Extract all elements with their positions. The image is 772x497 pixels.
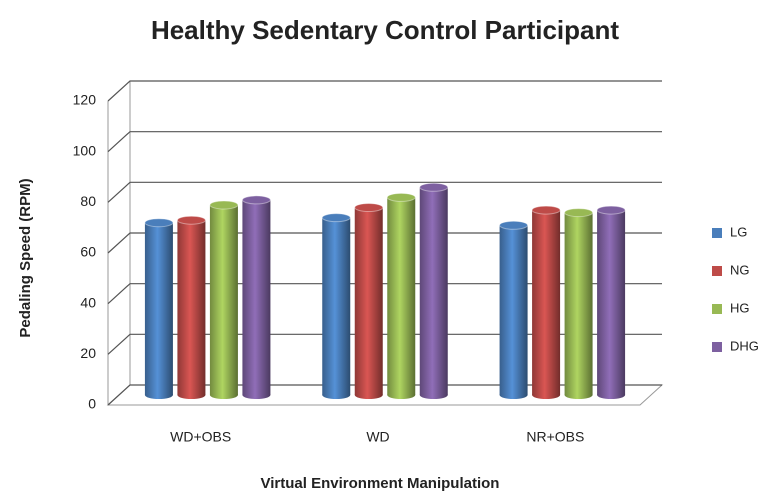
x-axis-label: Virtual Environment Manipulation [261,475,500,492]
y-tick-label: 20 [80,345,96,361]
bar [176,215,206,399]
bar-top [419,182,449,192]
bar-body [209,205,238,395]
bar-bottom [354,391,383,399]
grid-line [107,131,662,153]
bar-top [241,195,271,205]
y-tick-label: 100 [73,142,97,158]
bar [531,205,561,399]
grid-line [107,80,662,102]
bar [321,213,351,399]
bar-top [176,215,206,225]
bar-body [242,199,271,395]
chart-title: Healthy Sedentary Control Participant [151,15,619,45]
bar-body [419,187,448,395]
y-tick-label: 0 [88,396,96,412]
grid-line [107,384,662,406]
bar [499,220,529,399]
bar-bottom [532,391,561,399]
x-tick-label: WD+OBS [170,429,231,445]
legend-swatch [712,228,722,238]
bar-body [322,217,351,395]
grid-line [107,283,662,305]
bar-top [321,213,351,223]
bar-bottom [419,391,448,399]
bar-bottom [564,391,593,399]
bar [596,205,626,399]
legend-swatch [712,342,722,352]
bar [241,195,271,399]
bar-bottom [209,391,238,399]
bar-bottom [499,391,528,399]
grid-line [107,333,662,355]
bar-body [387,197,416,395]
grid-line [107,232,662,254]
bar-top [564,208,594,218]
bar-bottom [144,391,173,399]
bar [354,203,384,399]
bar-top [386,192,416,202]
bar-body [144,222,173,395]
legend-swatch [712,266,722,276]
y-tick-label: 120 [73,92,97,108]
bar-top [144,218,174,228]
legend-label: DHG [730,338,759,353]
bar-body [177,220,206,395]
legend-label: HG [730,300,750,315]
legend-label: NG [730,262,750,277]
bar-top [499,220,529,230]
bar [386,192,416,399]
y-tick-label: 60 [80,244,96,260]
x-tick-label: NR+OBS [526,429,584,445]
x-tick-label: WD [366,429,389,445]
bar-body [564,212,593,395]
bar-bottom [387,391,416,399]
bar [564,208,594,399]
legend-label: LG [730,224,747,239]
bar-top [354,203,384,213]
y-tick-label: 40 [80,294,96,310]
bar-bottom [322,391,351,399]
bar-body [354,207,383,395]
bar [144,218,174,399]
bar-body [597,210,626,395]
bar-bottom [177,391,206,399]
y-axis-label: Pedaling Speed (RPM) [17,178,34,337]
bar-top [596,205,626,215]
bar [209,200,239,399]
bar-bottom [597,391,626,399]
bar-body [532,210,561,395]
bar-top [531,205,561,215]
bar-bottom [242,391,271,399]
bar-top [209,200,239,210]
legend-swatch [712,304,722,314]
bar [419,182,449,399]
y-tick-label: 80 [80,193,96,209]
grid-line [107,181,662,203]
bar-body [499,225,528,395]
